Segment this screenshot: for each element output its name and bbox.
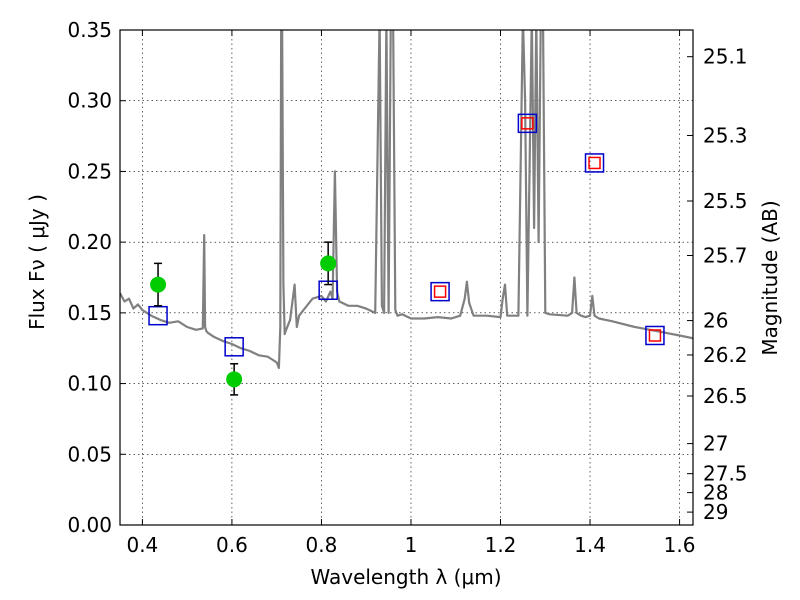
grid [120, 29, 693, 526]
y2-tick-label: 25.5 [703, 189, 748, 213]
red-square-marker [433, 285, 447, 298]
green-data-point [150, 276, 167, 293]
y-tick-label: 0.05 [67, 442, 112, 466]
y-tick-label: 0.15 [67, 301, 112, 325]
blue-square-marker [517, 113, 538, 134]
y2-tick-label: 29 [703, 500, 728, 524]
y2-tick-label: 27.5 [703, 462, 748, 486]
blue-square-marker [645, 325, 665, 346]
y-tick-label: 0.00 [67, 513, 112, 537]
x-tick-label: 0.4 [126, 533, 158, 557]
x-tick-label: 1 [405, 533, 418, 557]
y-axis-left: 0.00 0.05 0.10 0.15 0.20 0.25 0.30 0.35 [67, 18, 126, 537]
red-square-marker [648, 329, 662, 342]
x-tick-label: 0.6 [216, 533, 248, 557]
y-tick-label: 0.20 [67, 230, 112, 254]
y2-tick-label: 26 [703, 309, 728, 333]
blue-square-marker [430, 281, 450, 302]
green-data-point [320, 255, 337, 272]
y-tick-label: 0.30 [67, 89, 112, 113]
y2-tick-label: 28 [703, 481, 728, 505]
y-axis-label: Flux Fν ( μJy ) [25, 194, 49, 330]
x-tick-label: 1.6 [664, 533, 696, 557]
y2-tick-label: 27 [703, 432, 728, 456]
blue-square-marker [148, 305, 168, 326]
y2-tick-label: 25.3 [703, 123, 748, 147]
model-spectrum-line [120, 30, 693, 370]
plot-area [120, 30, 693, 396]
blue-square-marker [224, 337, 244, 357]
x-axis-label: Wavelength λ (μm) [310, 565, 501, 589]
green-data-point [226, 371, 243, 388]
y2-tick-label: 25.1 [703, 45, 748, 69]
y2-tick-label: 26.5 [703, 384, 748, 408]
axes-frame [119, 29, 694, 526]
y-tick-label: 0.35 [67, 18, 112, 42]
y-tick-label: 0.10 [67, 372, 112, 396]
x-tick-label: 1.4 [574, 533, 606, 557]
x-tick-label: 1.2 [485, 533, 517, 557]
y2-axis-label: Magnitude (AB) [758, 200, 782, 355]
x-axis: 0.4 0.6 0.8 1 1.2 1.4 1.6 [126, 30, 695, 557]
red-square-marker [521, 117, 534, 130]
y2-tick-label: 25.7 [703, 244, 748, 268]
red-square-marker [588, 156, 601, 170]
x-tick-label: 0.8 [306, 533, 338, 557]
y2-tick-label: 26.2 [703, 343, 748, 367]
y-tick-label: 0.25 [67, 159, 112, 183]
blue-square-marker [584, 153, 605, 173]
